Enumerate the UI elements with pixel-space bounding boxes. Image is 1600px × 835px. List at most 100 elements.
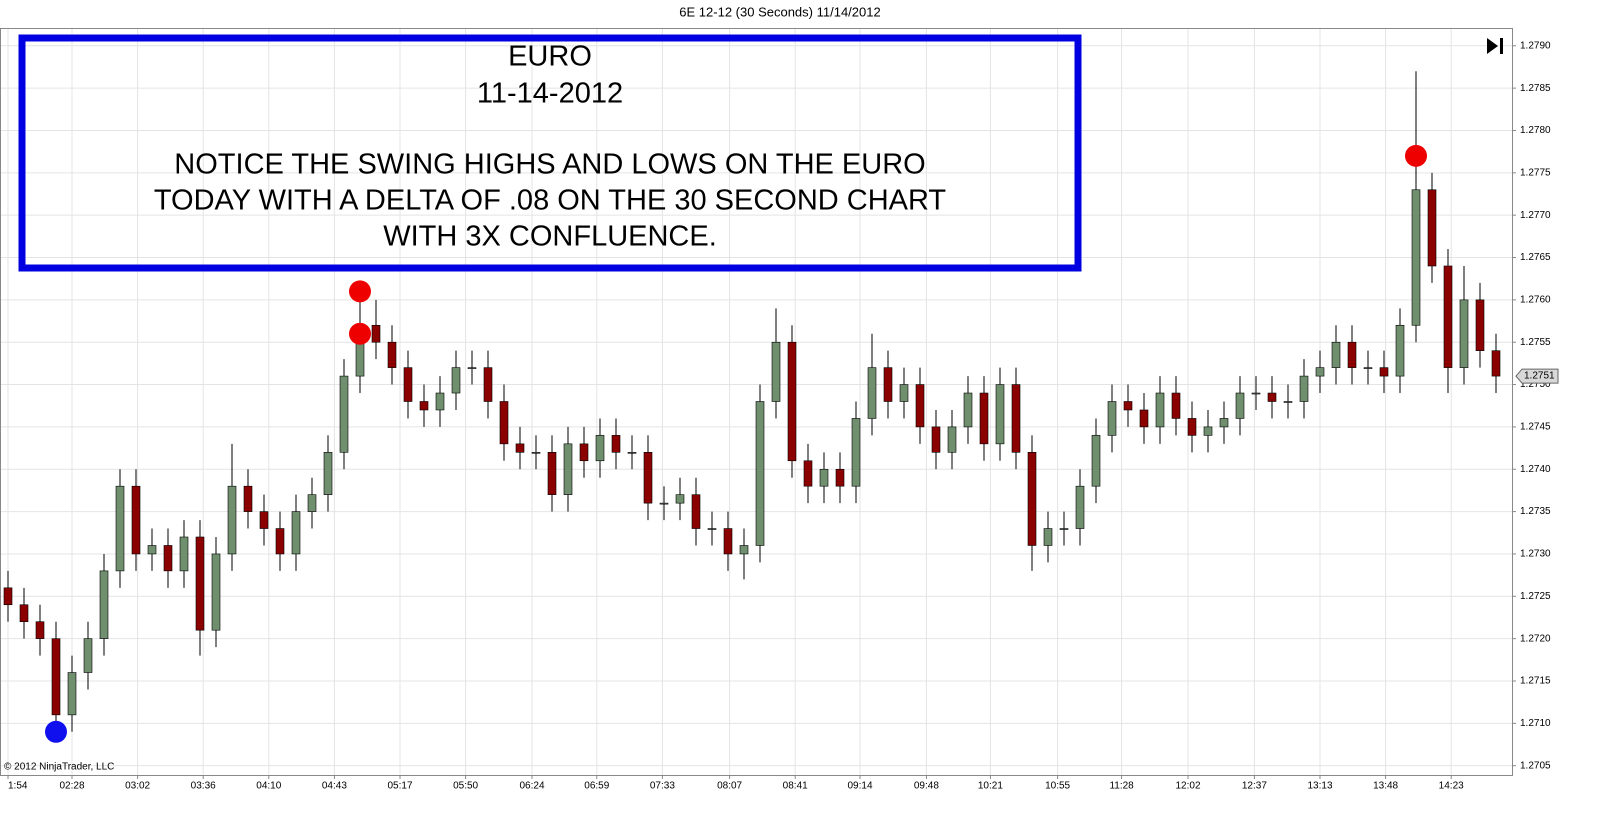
y-tick-label: 1.2775 xyxy=(1520,167,1551,178)
x-tick-label: 13:48 xyxy=(1373,781,1398,792)
candle-body xyxy=(1315,367,1325,377)
candle-body xyxy=(723,528,733,555)
candle-body xyxy=(451,367,461,394)
candle-body xyxy=(1235,392,1245,419)
swing-marker xyxy=(45,720,67,743)
candle-body xyxy=(147,545,157,555)
candle-body xyxy=(179,536,189,572)
candle-body xyxy=(531,452,541,454)
candle-body xyxy=(1171,392,1181,419)
x-tick-label: 1:54 xyxy=(8,781,28,792)
x-tick-label: 06:59 xyxy=(584,781,609,792)
candle-body xyxy=(819,468,829,487)
candle-body xyxy=(371,324,381,343)
candle-body xyxy=(659,502,669,505)
candle-body xyxy=(435,392,445,411)
candle-body xyxy=(131,485,141,555)
candle-body xyxy=(1379,367,1389,377)
x-tick-label: 05:50 xyxy=(453,781,478,792)
candle-body xyxy=(1187,418,1197,436)
y-tick-label: 1.2705 xyxy=(1520,760,1551,771)
candle-body xyxy=(1443,265,1453,368)
candle-body xyxy=(83,638,93,673)
candle-body xyxy=(787,341,797,462)
x-tick-label: 04:43 xyxy=(322,781,347,792)
candle-body xyxy=(707,528,717,530)
candle-body xyxy=(1427,189,1437,267)
scroll-end-icon[interactable] xyxy=(1487,38,1503,54)
y-tick-label: 1.2740 xyxy=(1520,464,1551,475)
candle-body xyxy=(99,570,109,639)
candle-body xyxy=(115,485,125,572)
y-tick-label: 1.2720 xyxy=(1520,633,1551,644)
annotation-box xyxy=(18,34,1082,272)
x-tick-label: 09:14 xyxy=(847,781,872,792)
y-tick-label: 1.2765 xyxy=(1520,252,1551,263)
last-price-box xyxy=(1515,368,1559,384)
x-tick-label: 05:17 xyxy=(387,781,412,792)
x-tick-label: 12:02 xyxy=(1175,781,1200,792)
chart-title: 6E 12-12 (30 Seconds) 11/14/2012 xyxy=(679,4,880,19)
candle-body xyxy=(851,418,861,487)
y-tick-label: 1.2715 xyxy=(1520,676,1551,687)
annotation-line: NOTICE THE SWING HIGHS AND LOWS ON THE E… xyxy=(174,149,925,181)
x-tick-label: 10:21 xyxy=(978,781,1003,792)
candle-body xyxy=(1395,324,1405,377)
candle-body xyxy=(1363,367,1373,369)
candle-body xyxy=(403,367,413,402)
annotation-line: EURO xyxy=(508,41,592,73)
candle-body xyxy=(1219,418,1229,428)
candle-body xyxy=(611,435,621,453)
candle-body xyxy=(467,367,477,369)
candle-body xyxy=(291,511,301,555)
copyright: © 2012 NinjaTrader, LLC xyxy=(4,762,114,773)
candle-body xyxy=(979,392,989,445)
candle-body xyxy=(1075,485,1085,529)
candle-body xyxy=(1251,392,1261,395)
candle-body xyxy=(931,426,941,453)
candle-body xyxy=(1027,452,1037,546)
x-tick-label: 10:55 xyxy=(1045,781,1070,792)
candles xyxy=(3,71,1501,732)
candle-body xyxy=(995,384,1005,445)
y-tick-label: 1.2750 xyxy=(1520,379,1551,390)
candle-body xyxy=(1059,528,1069,530)
swing-marker xyxy=(349,322,371,345)
swing-marker xyxy=(349,280,371,303)
candle-body xyxy=(1203,426,1213,436)
candle-body xyxy=(1043,528,1053,546)
candle-body xyxy=(595,435,605,462)
y-tick-label: 1.2710 xyxy=(1520,718,1551,729)
candle-body xyxy=(1491,350,1501,377)
y-tick-label: 1.2725 xyxy=(1520,591,1551,602)
candle-body xyxy=(483,367,493,402)
candle-body xyxy=(1299,375,1309,402)
candle-body xyxy=(195,536,205,631)
candle-body xyxy=(1283,401,1293,403)
y-tick-label: 1.2785 xyxy=(1520,83,1551,94)
candle-body xyxy=(499,401,509,445)
candle-body xyxy=(963,392,973,428)
x-tick-label: 07:33 xyxy=(650,781,675,792)
candle-body xyxy=(387,341,397,368)
candle-body xyxy=(307,494,317,512)
candle-body xyxy=(419,401,429,411)
candle-body xyxy=(675,494,685,504)
candle-body xyxy=(1475,299,1485,351)
candle-body xyxy=(243,485,253,512)
candle-body xyxy=(1331,341,1341,368)
y-tick-label: 1.2730 xyxy=(1520,549,1551,560)
y-tick-label: 1.2735 xyxy=(1520,506,1551,517)
candle-body xyxy=(1155,392,1165,428)
candle-body xyxy=(51,638,61,716)
candle-body xyxy=(835,468,845,487)
candle-body xyxy=(1091,435,1101,487)
annotation-line: TODAY WITH A DELTA OF .08 ON THE 30 SECO… xyxy=(154,185,947,217)
candle-body xyxy=(163,545,173,572)
y-tick-label: 1.2755 xyxy=(1520,337,1551,348)
y-tick-label: 1.2760 xyxy=(1520,295,1551,306)
last-price-label: 1.2751 xyxy=(1524,371,1555,382)
swing-marker xyxy=(1405,144,1427,167)
